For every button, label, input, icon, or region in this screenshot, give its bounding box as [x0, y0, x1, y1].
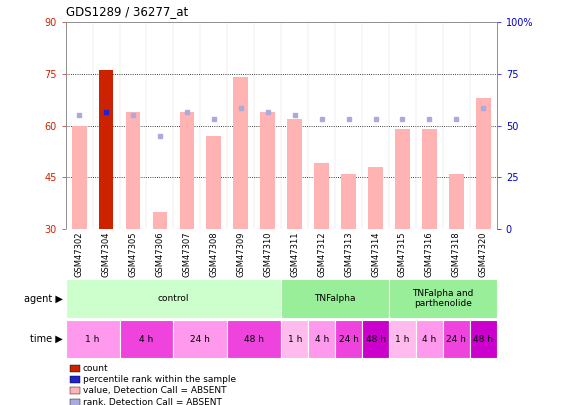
Text: 4 h: 4 h [139, 335, 154, 344]
Bar [395, 129, 410, 229]
Text: control: control [158, 294, 189, 303]
Bar [227, 320, 281, 358]
Bar [335, 320, 362, 358]
Text: GSM47307: GSM47307 [182, 231, 191, 277]
Bar [416, 320, 443, 358]
Bar [119, 320, 174, 358]
Text: agent ▶: agent ▶ [24, 294, 63, 304]
Text: count: count [83, 364, 108, 373]
Text: percentile rank within the sample: percentile rank within the sample [83, 375, 236, 384]
Text: TNFalpha and
parthenolide: TNFalpha and parthenolide [412, 289, 473, 308]
Text: 24 h: 24 h [191, 335, 210, 344]
Text: 48 h: 48 h [244, 335, 264, 344]
Text: 48 h: 48 h [473, 335, 493, 344]
Bar [66, 279, 281, 318]
Text: GSM47320: GSM47320 [479, 231, 488, 277]
Text: GSM47311: GSM47311 [290, 231, 299, 277]
Text: 1 h: 1 h [288, 335, 302, 344]
Bar [66, 320, 119, 358]
Bar [126, 112, 140, 229]
Text: GSM47306: GSM47306 [155, 231, 164, 277]
Bar [362, 320, 389, 358]
Bar [179, 112, 194, 229]
Bar [287, 119, 302, 229]
Bar [449, 174, 464, 229]
Text: 1 h: 1 h [395, 335, 409, 344]
Text: rank, Detection Call = ABSENT: rank, Detection Call = ABSENT [83, 398, 222, 405]
Bar [443, 320, 470, 358]
Text: GSM47302: GSM47302 [75, 231, 83, 277]
Bar [341, 174, 356, 229]
Bar [476, 98, 490, 229]
Text: GDS1289 / 36277_at: GDS1289 / 36277_at [66, 5, 188, 18]
Text: GSM47304: GSM47304 [102, 231, 111, 277]
Text: GSM47314: GSM47314 [371, 231, 380, 277]
Bar [422, 129, 437, 229]
Text: 48 h: 48 h [365, 335, 385, 344]
Text: 24 h: 24 h [339, 335, 359, 344]
Text: GSM47318: GSM47318 [452, 231, 461, 277]
Text: GSM47313: GSM47313 [344, 231, 353, 277]
Bar [234, 77, 248, 229]
Bar [281, 320, 308, 358]
Text: GSM47315: GSM47315 [398, 231, 407, 277]
Bar [174, 320, 227, 358]
Bar [72, 126, 87, 229]
Bar [281, 279, 389, 318]
Text: value, Detection Call = ABSENT: value, Detection Call = ABSENT [83, 386, 226, 395]
Text: time ▶: time ▶ [30, 334, 63, 344]
Text: GSM47316: GSM47316 [425, 231, 434, 277]
Bar [314, 163, 329, 229]
Bar [99, 70, 114, 229]
Bar [152, 211, 167, 229]
Text: GSM47312: GSM47312 [317, 231, 326, 277]
Bar [389, 279, 497, 318]
Text: GSM47305: GSM47305 [128, 231, 138, 277]
Bar [368, 167, 383, 229]
Text: 24 h: 24 h [447, 335, 467, 344]
Text: TNFalpha: TNFalpha [315, 294, 356, 303]
Text: GSM47309: GSM47309 [236, 231, 246, 277]
Bar [260, 112, 275, 229]
Text: GSM47308: GSM47308 [210, 231, 218, 277]
Bar [207, 136, 222, 229]
Bar [308, 320, 335, 358]
Text: 4 h: 4 h [315, 335, 329, 344]
Text: 1 h: 1 h [86, 335, 100, 344]
Text: GSM47310: GSM47310 [263, 231, 272, 277]
Text: 4 h: 4 h [423, 335, 437, 344]
Bar [470, 320, 497, 358]
Bar [389, 320, 416, 358]
